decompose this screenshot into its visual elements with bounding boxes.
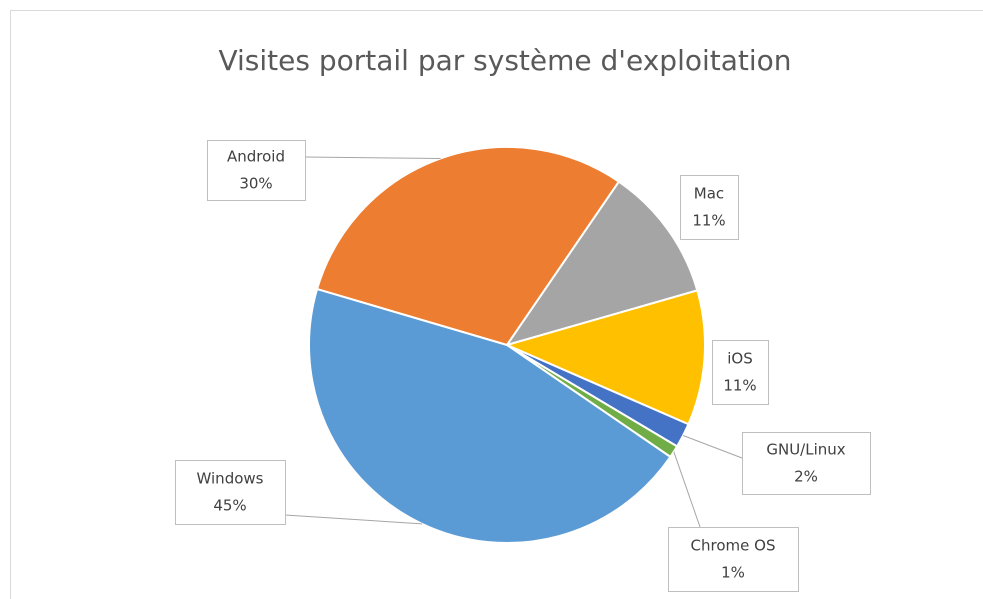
data-label-value: 11% bbox=[723, 377, 756, 395]
chart-title: Visites portail par système d'exploitati… bbox=[218, 44, 791, 77]
leader-line bbox=[682, 435, 743, 459]
pie-slice bbox=[315, 146, 621, 347]
data-label-name: Android bbox=[227, 148, 285, 166]
leader-line bbox=[284, 514, 423, 525]
leader-line bbox=[304, 156, 441, 159]
data-label-value: 2% bbox=[794, 468, 818, 486]
pie-slice bbox=[504, 180, 699, 347]
data-label-value: 11% bbox=[692, 212, 725, 230]
label-box bbox=[207, 140, 306, 201]
data-label-name: GNU/Linux bbox=[766, 441, 845, 459]
label-box bbox=[742, 432, 871, 495]
data-label-value: 45% bbox=[213, 497, 246, 515]
data-label-value: 1% bbox=[721, 564, 745, 582]
data-label-name: Chrome OS bbox=[691, 537, 776, 555]
data-label-value: 30% bbox=[239, 175, 272, 193]
leader-line bbox=[673, 451, 701, 528]
label-box bbox=[175, 460, 286, 525]
pie-slice bbox=[504, 289, 706, 426]
data-label-name: iOS bbox=[727, 350, 753, 368]
data-label-name: Windows bbox=[197, 470, 264, 488]
data-label-name: Mac bbox=[694, 185, 724, 203]
pie-slice bbox=[308, 287, 672, 544]
label-box bbox=[712, 340, 769, 405]
label-box bbox=[668, 527, 799, 592]
label-box bbox=[680, 175, 739, 240]
